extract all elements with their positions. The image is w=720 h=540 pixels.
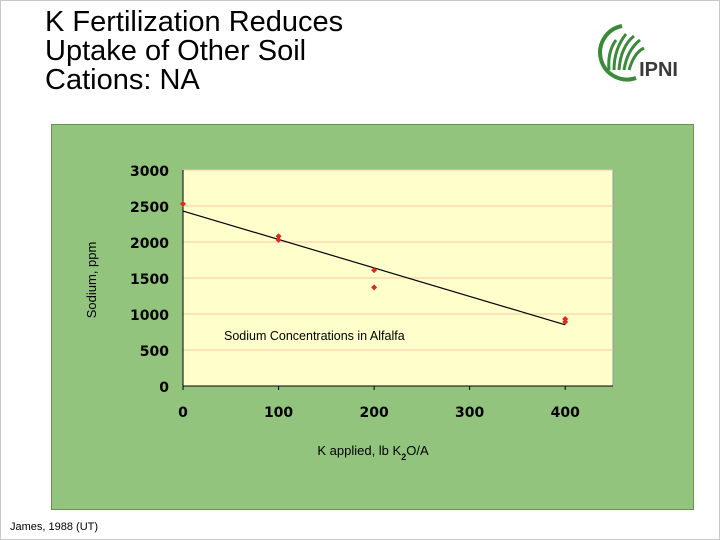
- y-axis-label: Sodium, ppm: [84, 242, 99, 319]
- logo-leaf-2: [617, 34, 635, 71]
- x-tick-label: 100: [264, 405, 293, 421]
- tick-labels: 0 500 1000 1500 2000 2500 3000 0 100 200 300 400: [130, 164, 580, 421]
- data-point: [180, 200, 186, 207]
- x-axis-label: K applied, lb K2O/A: [317, 443, 429, 462]
- title-line-1: K Fertilization Reduces: [45, 6, 344, 38]
- logo-leaf-4: [607, 39, 618, 71]
- logo-ring: [598, 24, 637, 82]
- y-tick-label: 2500: [130, 200, 169, 216]
- data-point: [371, 267, 378, 274]
- data-point: [562, 318, 569, 325]
- logo-leaf-5: [627, 46, 645, 71]
- y-tick-label: 1500: [130, 272, 169, 288]
- data-point: [275, 236, 282, 243]
- slide-title: K Fertilization Reduces Uptake of Other …: [45, 8, 465, 95]
- title-line-2: Uptake of Other Soil: [45, 35, 307, 67]
- ipni-logo: IPNI: [598, 24, 678, 82]
- y-tick-label: 500: [140, 344, 169, 360]
- logo-leaf-1: [612, 33, 628, 71]
- y-tick-label: 0: [159, 380, 169, 396]
- logo-text: IPNI: [639, 59, 678, 81]
- citation: James, 1988 (UT): [10, 521, 99, 533]
- y-tick-label: 2000: [130, 236, 169, 252]
- x-axis-label-pre: K applied, lb K: [317, 443, 401, 458]
- chart-annotation: Sodium Concentrations in Alfalfa: [224, 329, 405, 343]
- y-tick-label: 3000: [130, 164, 169, 180]
- chart-panel: 0 500 1000 1500 2000 2500 3000 0 100 200 300 400 So…: [51, 124, 694, 510]
- data-point: [371, 284, 378, 291]
- title-line-3: Cations: NA: [45, 64, 200, 96]
- x-tick-label: 0: [178, 405, 188, 421]
- y-tick-label: 1000: [130, 308, 169, 324]
- logo-leaf-3: [622, 38, 641, 71]
- sodium-chart: 0 500 1000 1500 2000 2500 3000 0 100 200 300 400 So…: [84, 164, 614, 462]
- x-tick-label: 400: [551, 405, 580, 421]
- data-points: [180, 200, 569, 325]
- x-tick-label: 300: [455, 405, 484, 421]
- data-point: [275, 233, 282, 240]
- gridlines: [183, 169, 613, 351]
- x-tick-label: 200: [359, 405, 388, 421]
- x-axis-label-post: O/A: [406, 443, 429, 458]
- x-axis-label-sub: 2: [401, 452, 406, 462]
